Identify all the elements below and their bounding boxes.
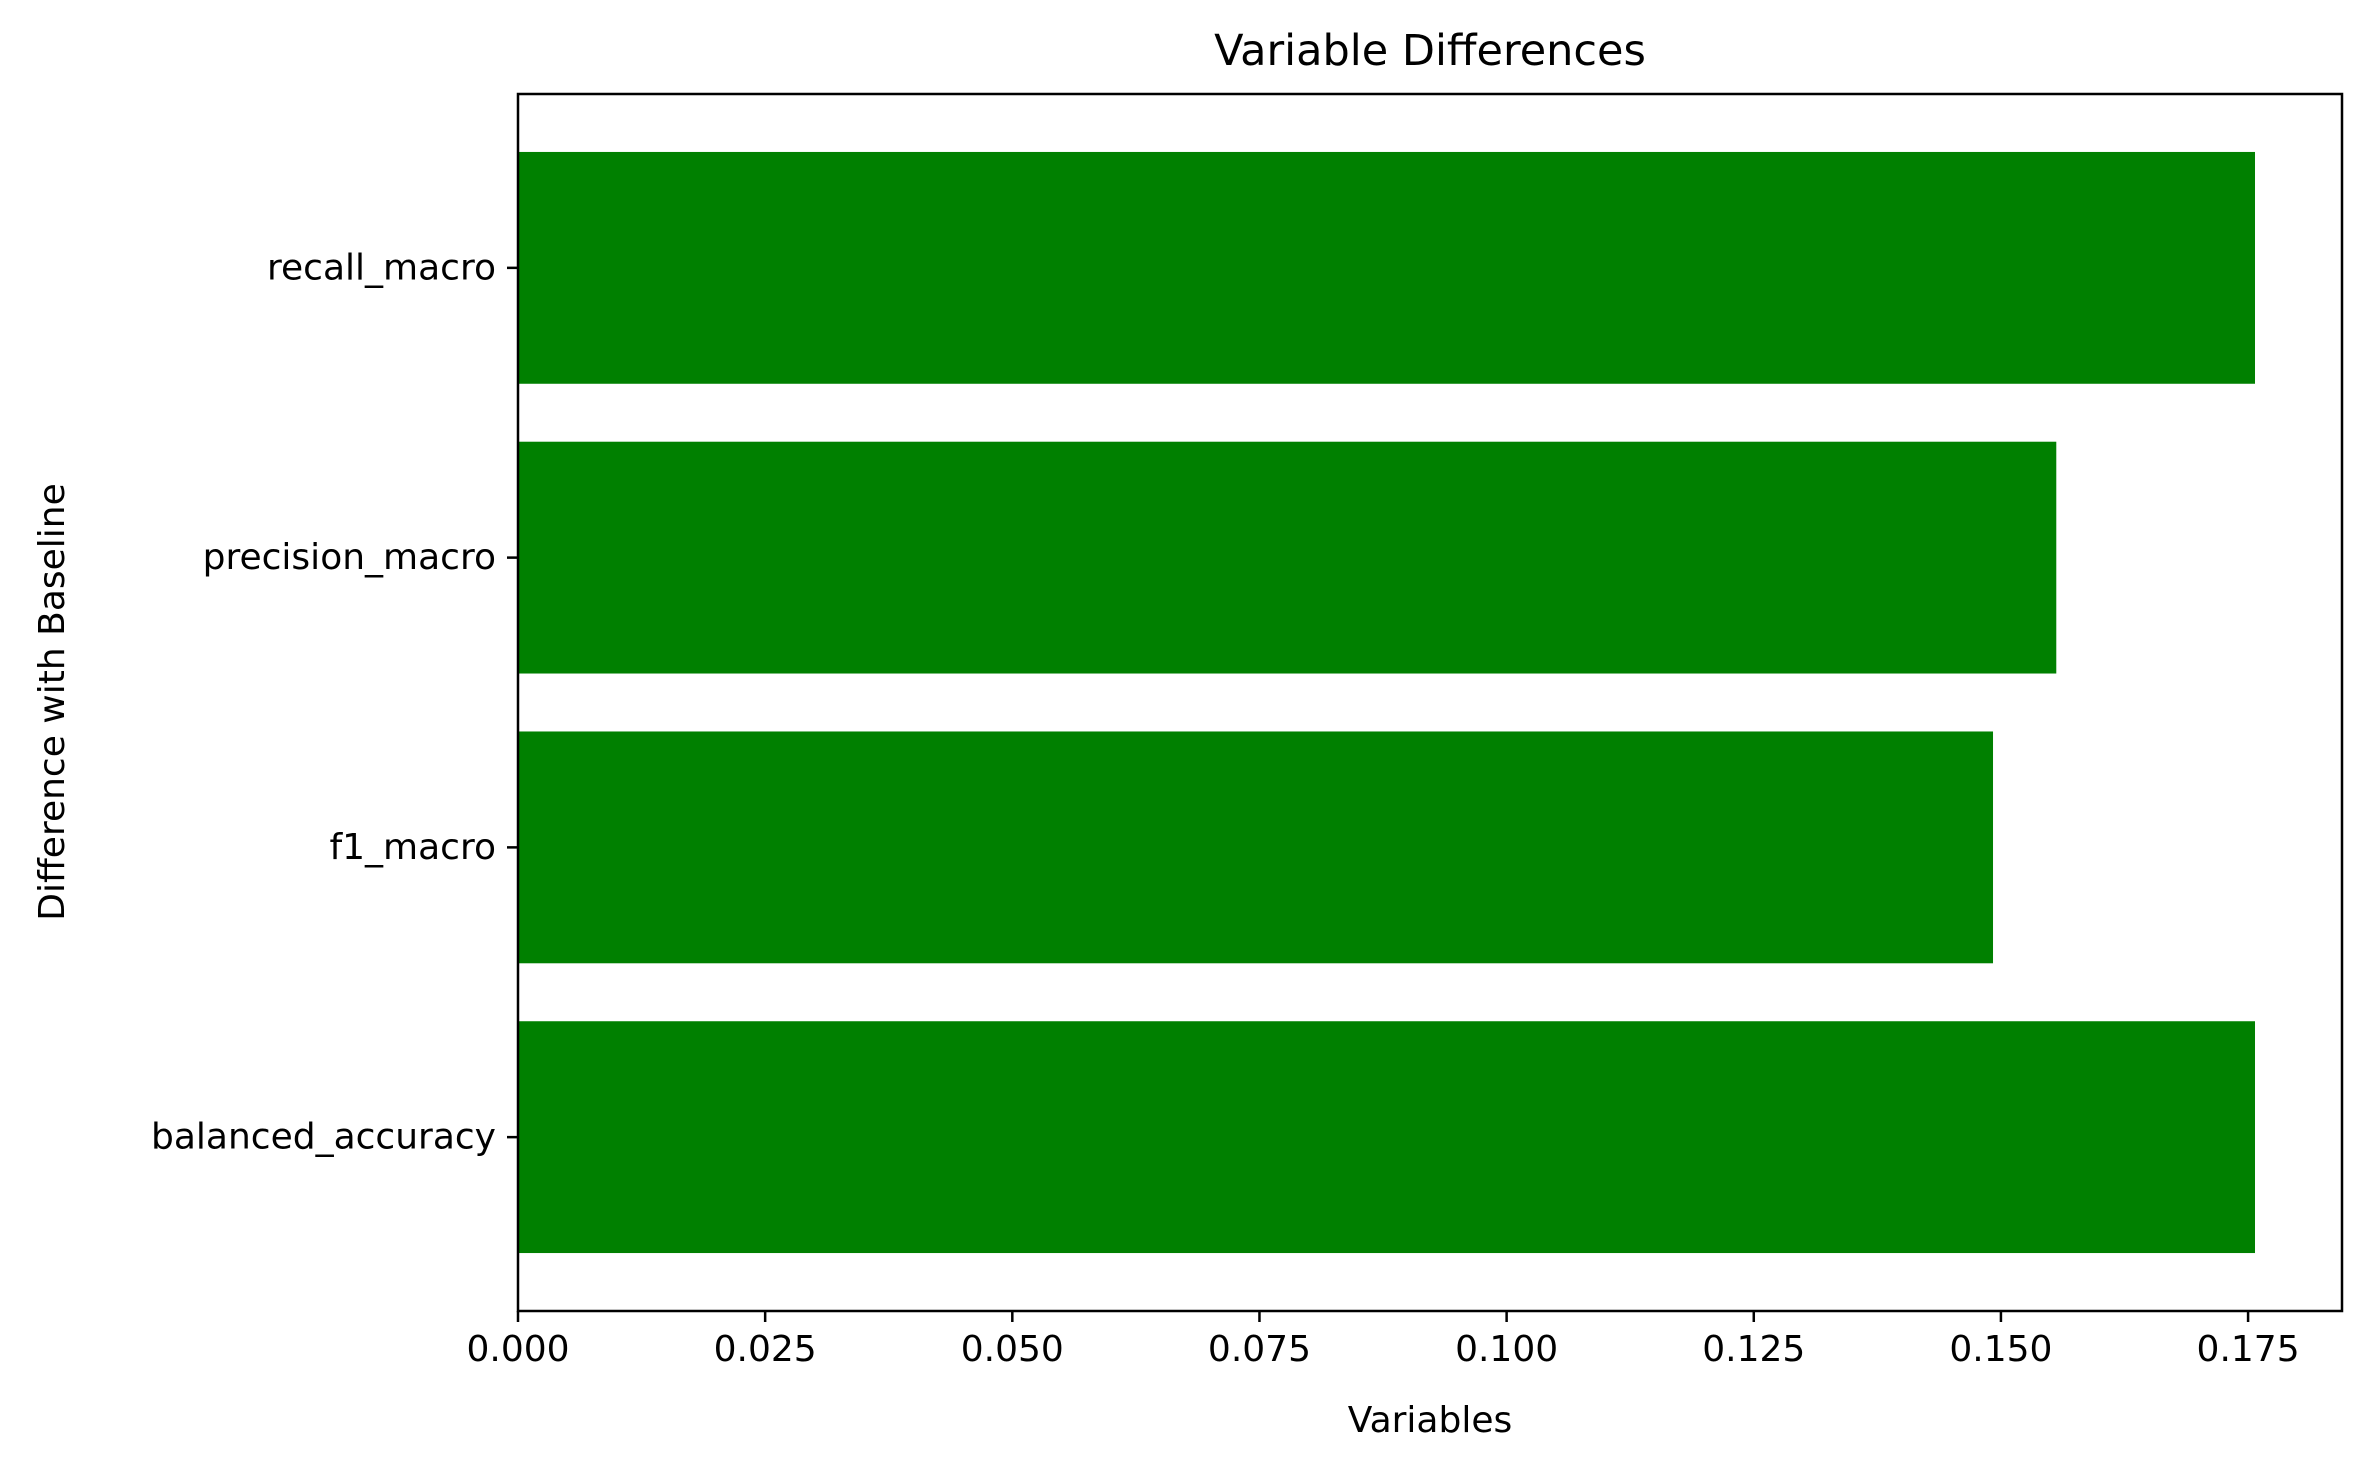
bar-precision-macro xyxy=(518,441,2057,674)
y-tick-label-balanced-accuracy: balanced_accuracy xyxy=(151,1117,496,1158)
x-tick-label: 0.100 xyxy=(1455,1329,1558,1370)
y-tick-label-recall-macro: recall_macro xyxy=(267,247,496,288)
bar-recall-macro xyxy=(518,151,2256,384)
x-axis-ticks: 0.000 0.025 0.050 0.075 0.100 0.125 0.150 0.175 xyxy=(466,1311,2300,1370)
y-tick-label-precision-macro: precision_macro xyxy=(203,537,496,578)
bars-group xyxy=(518,151,2256,1254)
x-tick-label: 0.025 xyxy=(714,1329,817,1370)
x-axis-label: Variables xyxy=(1348,1400,1513,1441)
x-tick-label: 0.050 xyxy=(961,1329,1064,1370)
x-tick-label: 0.075 xyxy=(1208,1329,1311,1370)
x-tick-label: 0.150 xyxy=(1949,1329,2052,1370)
y-axis-label: Difference with Baseline xyxy=(32,483,73,920)
y-tick-label-f1-macro: f1_macro xyxy=(329,827,496,868)
y-axis-ticks: balanced_accuracy f1_macro precision_macro… xyxy=(151,247,518,1158)
bar-balanced-accuracy xyxy=(518,1021,2256,1254)
x-tick-label: 0.175 xyxy=(2197,1329,2300,1370)
x-tick-label: 0.000 xyxy=(466,1329,569,1370)
chart-title: Variable Differences xyxy=(1214,26,1646,76)
plot-area-frame xyxy=(516,92,2344,1313)
x-tick-label: 0.125 xyxy=(1702,1329,1805,1370)
bar-f1-macro xyxy=(518,731,1994,964)
